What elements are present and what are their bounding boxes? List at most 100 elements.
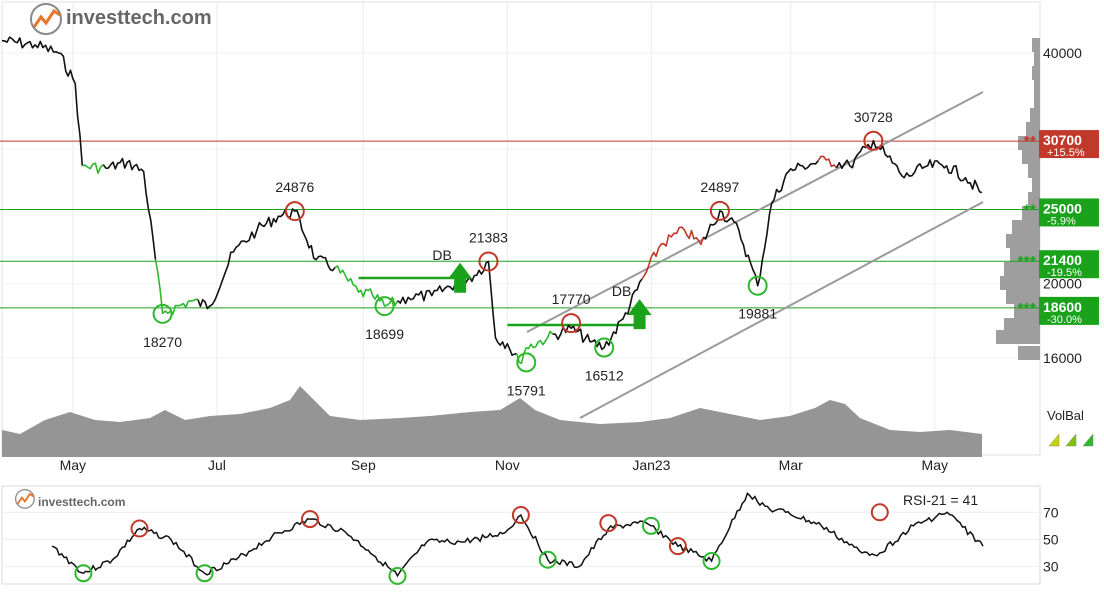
pivot-circle-high xyxy=(561,313,582,334)
x-tick-label: Jul xyxy=(208,457,226,473)
logo-ring xyxy=(15,489,35,509)
level-stars: *** xyxy=(1017,254,1036,271)
volume-profile-bar xyxy=(1018,346,1040,360)
pivot-label: 15791 xyxy=(507,382,546,398)
volume-profile-bar xyxy=(1004,262,1040,276)
volume-profile-bar xyxy=(1028,164,1040,178)
level-value: 25000 xyxy=(1043,200,1082,216)
volume-profile-bar xyxy=(1032,178,1040,192)
level-value: 30700 xyxy=(1043,132,1082,148)
volume-profile-bar xyxy=(1004,318,1040,332)
volume-profile-bar xyxy=(1034,52,1040,66)
channel-upper-line xyxy=(526,91,984,333)
level-stars: ** xyxy=(1024,134,1037,151)
pivot-markers: 18270 24876 18699 21383 15791 17770 16512 24897… xyxy=(143,109,893,399)
rsi-pivot-circle-high xyxy=(870,503,889,522)
volume-profile-bar xyxy=(1000,276,1040,290)
signal-label: DB xyxy=(432,247,451,263)
level-label-box xyxy=(1039,250,1099,279)
rsi-title: RSI-21 = 41 xyxy=(903,492,979,508)
x-tick-label: May xyxy=(60,457,86,473)
price-axis: 16000 20000 40000 xyxy=(1043,45,1094,447)
rsi-series-line xyxy=(51,492,984,578)
rsi-pivot-circle-high xyxy=(300,510,319,529)
pivot-label: 16512 xyxy=(585,368,624,384)
level-label-box xyxy=(1039,296,1099,325)
x-tick-label: Sep xyxy=(351,457,376,473)
channel-lower-line xyxy=(579,201,984,419)
volume-profile-bar xyxy=(1032,38,1040,52)
level-pct: +15.5% xyxy=(1047,147,1085,159)
price-series-line xyxy=(835,140,983,194)
y-tick-label: 20000 xyxy=(1043,276,1082,292)
buy-arrow xyxy=(627,299,652,330)
signal-label: DB xyxy=(612,283,631,299)
volbal-arrow xyxy=(1065,433,1077,447)
price-series-line xyxy=(154,259,199,316)
y-tick-label: 16000 xyxy=(1043,350,1082,366)
level-pct: -19.5% xyxy=(1047,267,1082,279)
volume-profile-bar xyxy=(1026,122,1040,136)
pivot-label: 19881 xyxy=(738,306,777,322)
volume-profile-bar xyxy=(1010,248,1040,262)
rsi-pivot-circle-low xyxy=(641,516,660,535)
logo-ring xyxy=(30,3,62,35)
grid-layer: May Jul Sep Nov Jan23 Mar May xyxy=(1,1,1041,473)
x-tick-label: May xyxy=(922,457,948,473)
pivot-label: 18270 xyxy=(143,334,182,350)
brand-logo-main xyxy=(30,3,62,35)
rsi-pivot-circle-high xyxy=(511,506,530,525)
logos: investtech.com xyxy=(15,3,125,509)
rsi-tick-label: 50 xyxy=(1043,531,1059,547)
rsi-panel-frame xyxy=(1,485,1041,585)
volbal-arrow xyxy=(1048,433,1060,447)
price-series-line xyxy=(197,208,336,310)
logo-trend-mark xyxy=(32,8,61,28)
brand-name-small: investtech.com xyxy=(38,495,125,509)
rsi-pivot-circle-low xyxy=(538,550,557,569)
trend-channel xyxy=(526,91,984,419)
logo-trend-mark xyxy=(16,492,35,505)
rsi-pivot-circle-low xyxy=(702,552,721,571)
pivot-circle-low xyxy=(152,303,173,324)
level-label-box xyxy=(1039,198,1099,227)
rsi-pivot-circle-low xyxy=(195,564,214,583)
volume-profile-bar xyxy=(1012,220,1040,234)
pivot-label: 24897 xyxy=(700,179,739,195)
level-stars: *** xyxy=(1017,301,1036,318)
volbal-label: VolBal xyxy=(1047,408,1084,423)
rsi-pivot-circle-low xyxy=(388,566,407,585)
pivot-circle-low xyxy=(374,296,395,317)
level-stars: ** xyxy=(1024,202,1037,219)
pivot-circle-high xyxy=(863,130,884,151)
rsi-panel: 30 50 70 xyxy=(1,485,1059,585)
pivot-circle-high xyxy=(478,251,499,272)
rsi-pivot-circle-high xyxy=(599,514,618,533)
volume-profile-bar xyxy=(1006,234,1040,248)
rsi-tick-label: 30 xyxy=(1043,558,1059,574)
volume-profile-bar xyxy=(1032,66,1040,80)
rsi-pivot-circle-low xyxy=(74,564,93,583)
price-series-line xyxy=(102,157,157,260)
level-value: 18600 xyxy=(1043,299,1082,315)
y-tick-label: 40000 xyxy=(1043,45,1082,61)
level-labels: ** 30700+15.5% ** 25000-5.9% *** 21400-19.5% *… xyxy=(1017,130,1099,326)
pivot-circle-low xyxy=(594,337,615,358)
volume-profile-bar xyxy=(1022,150,1040,164)
volbal-arrow xyxy=(1082,433,1094,447)
volume-profile-bar xyxy=(1006,290,1040,304)
buy-arrow xyxy=(448,262,473,293)
signal-arrows: DB DB xyxy=(432,247,652,330)
pivot-label: 17770 xyxy=(552,291,591,307)
volume-balance-area xyxy=(2,386,982,457)
pivot-circle-high xyxy=(284,201,305,222)
pivot-label: 18699 xyxy=(365,326,404,342)
price-series-line xyxy=(641,226,705,280)
level-value: 21400 xyxy=(1043,252,1082,268)
price-series-line xyxy=(82,162,104,174)
pivot-circle-high xyxy=(709,200,730,221)
volume-profile-bar xyxy=(1030,108,1040,122)
volume-profile-bar xyxy=(1028,192,1040,206)
price-series-line xyxy=(552,278,643,351)
